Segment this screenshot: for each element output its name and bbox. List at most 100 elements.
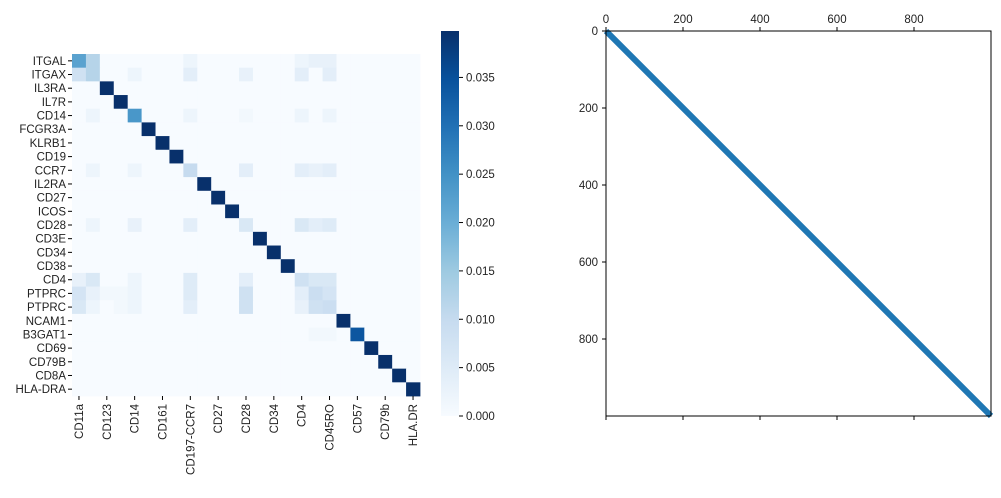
plot-frame xyxy=(605,30,992,417)
column-tick-label: CD34 xyxy=(269,403,281,433)
heatmap-cell xyxy=(211,177,226,192)
heatmap-cell xyxy=(155,122,170,137)
heatmap-cell xyxy=(169,190,184,205)
heatmap-cell xyxy=(266,218,282,233)
heatmap-cell xyxy=(266,149,282,164)
heatmap-cell xyxy=(266,231,282,246)
heatmap-cell xyxy=(197,327,212,342)
heatmap-cell xyxy=(239,327,254,342)
heatmap-cell xyxy=(336,313,351,328)
heatmap-cell xyxy=(141,108,156,123)
heatmap-cell xyxy=(266,368,282,383)
heatmap-cell xyxy=(183,382,198,397)
heatmap-cell xyxy=(294,122,310,137)
heatmap-cell xyxy=(308,300,323,315)
heatmap-cell xyxy=(141,272,156,287)
heatmap-cell xyxy=(239,259,254,274)
heatmap-cell xyxy=(252,286,268,301)
heatmap-cell xyxy=(155,136,170,151)
heatmap-cell xyxy=(127,354,142,370)
heatmap-cell xyxy=(113,259,129,274)
heatmap-cell xyxy=(225,190,240,205)
heatmap-cell xyxy=(378,136,393,151)
heatmap-cell xyxy=(85,177,101,192)
heatmap-cell xyxy=(72,122,87,137)
heatmap-cell xyxy=(141,149,156,164)
heatmap-cell xyxy=(211,67,226,82)
heatmap-cell xyxy=(197,286,212,301)
heatmap-cell xyxy=(211,341,226,356)
heatmap-cell xyxy=(406,122,421,137)
heatmap-cell xyxy=(239,108,254,123)
heatmap-cell xyxy=(392,286,407,301)
heatmap-cell xyxy=(239,231,254,246)
heatmap-cell xyxy=(225,177,240,192)
row-tick-label: CD14 xyxy=(37,111,67,123)
heatmap-cell xyxy=(141,341,156,356)
row-tick-label: CD69 xyxy=(37,343,66,355)
heatmap-cell xyxy=(72,149,87,164)
heatmap-cell xyxy=(155,272,170,287)
heatmap-cell xyxy=(113,286,129,301)
heatmap-cell xyxy=(197,54,212,69)
heatmap-cell xyxy=(350,300,365,315)
line-series xyxy=(603,28,994,419)
heatmap-cell xyxy=(127,54,142,69)
heatmap-column-labels: CD11a CD123 CD14 CD161 CD197-CCR7 CD27 CD28 CD3… xyxy=(74,396,420,475)
row-tick-label: CD4 xyxy=(43,275,67,287)
heatmap-cell xyxy=(169,149,184,164)
heatmap-cell xyxy=(169,259,184,274)
colorbar-gradient xyxy=(441,31,459,416)
heatmap-cell xyxy=(308,190,323,205)
heatmap-cell xyxy=(239,382,254,397)
heatmap-cell xyxy=(294,245,310,260)
heatmap-cell xyxy=(322,245,337,260)
heatmap-cell xyxy=(308,136,323,151)
heatmap-cell xyxy=(294,341,310,356)
heatmap-cell xyxy=(127,67,142,82)
heatmap-cell xyxy=(85,327,101,342)
heatmap-cell xyxy=(350,177,365,192)
heatmap-cell xyxy=(155,218,170,233)
heatmap-cell xyxy=(280,54,296,69)
heatmap-cell xyxy=(197,122,212,137)
heatmap-cell xyxy=(336,354,351,370)
heatmap-cell xyxy=(183,231,198,246)
heatmap-cell xyxy=(336,286,351,301)
heatmap-cell xyxy=(85,204,101,219)
heatmap-cell xyxy=(225,81,240,96)
heatmap-cell xyxy=(183,368,198,383)
heatmap-cell xyxy=(155,327,170,342)
row-tick-label: CCR7 xyxy=(35,165,66,177)
heatmap-cell xyxy=(85,136,101,151)
heatmap-cell xyxy=(155,81,170,96)
heatmap-cell xyxy=(280,190,296,205)
heatmap-cell xyxy=(239,122,254,137)
heatmap-cell xyxy=(99,81,115,96)
heatmap-cell xyxy=(308,341,323,356)
heatmap-cell xyxy=(197,354,212,370)
heatmap-cell xyxy=(280,204,296,219)
heatmap-cell xyxy=(183,313,198,328)
heatmap-cell xyxy=(225,163,240,178)
heatmap-cell xyxy=(322,122,337,137)
heatmap-cell xyxy=(99,95,115,110)
heatmap-cell xyxy=(127,341,142,356)
heatmap-cell xyxy=(280,368,296,383)
column-tick-label: CD27 xyxy=(213,404,225,433)
heatmap-cell xyxy=(378,341,393,356)
heatmap-cell xyxy=(252,259,268,274)
heatmap-cell xyxy=(336,95,351,110)
heatmap-cell xyxy=(127,163,142,178)
heatmap-cell xyxy=(308,286,323,301)
heatmap-cell xyxy=(252,190,268,205)
heatmap-cell xyxy=(155,286,170,301)
heatmap-cell xyxy=(197,272,212,287)
heatmap-cell xyxy=(294,300,310,315)
heatmap-cell xyxy=(113,313,129,328)
heatmap-cell xyxy=(225,341,240,356)
row-tick-label: CD8A xyxy=(35,370,66,382)
heatmap-cell xyxy=(183,286,198,301)
heatmap-cell xyxy=(322,327,337,342)
heatmap-cell xyxy=(211,300,226,315)
